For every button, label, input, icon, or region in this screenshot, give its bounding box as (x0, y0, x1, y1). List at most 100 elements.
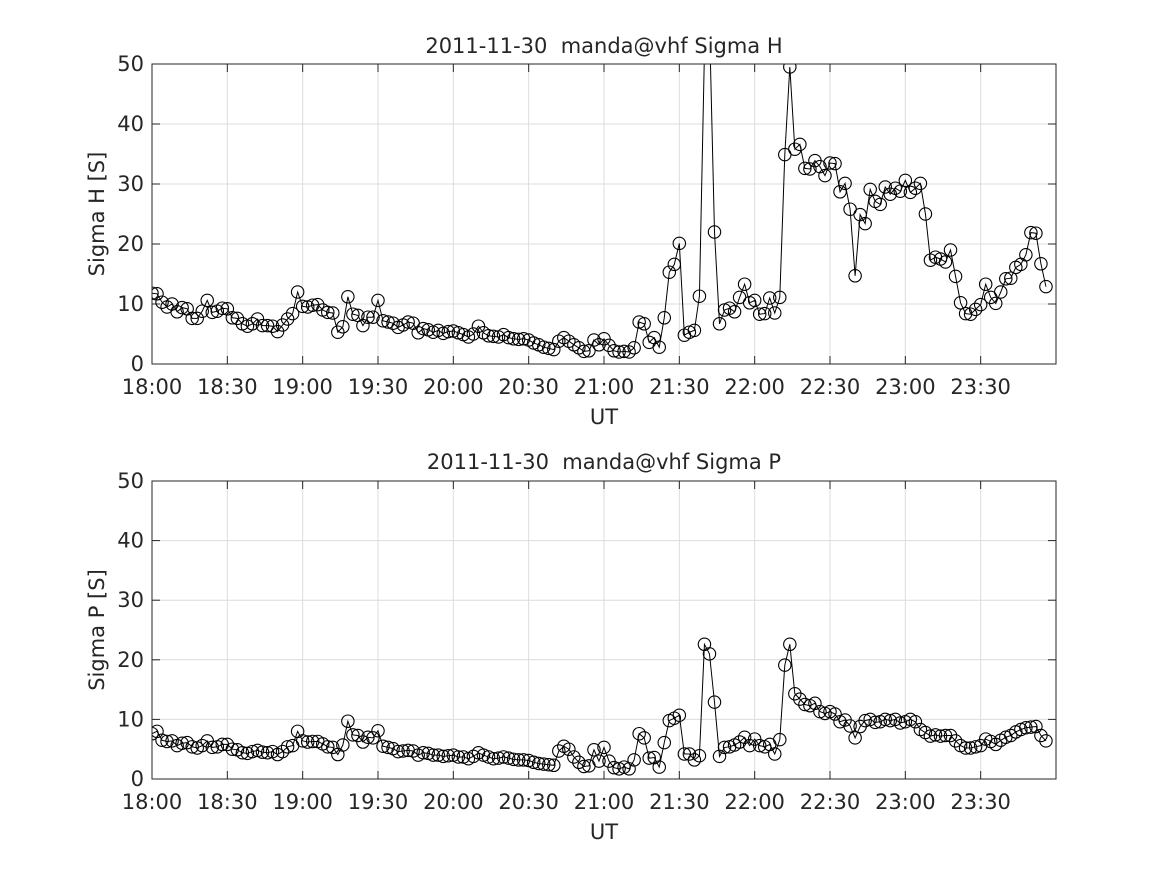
data-point (547, 758, 561, 773)
data-point (893, 716, 908, 730)
data-point (722, 301, 737, 315)
data-point (346, 307, 360, 321)
data-point (185, 740, 199, 754)
data-point (602, 338, 616, 353)
data-point (913, 176, 928, 191)
data-point (868, 715, 882, 730)
data-point (1024, 720, 1038, 734)
data-point (692, 289, 707, 303)
data-point (491, 751, 506, 765)
data-point (883, 713, 898, 728)
y-tick-label: 50 (117, 469, 144, 493)
data-point (747, 293, 762, 308)
data-point (441, 324, 456, 339)
data-point (783, 64, 797, 74)
data-point (617, 344, 631, 359)
x-tick-labels: 18:00 18:30 19:00 19:30 20:00 20:30 21:00 21:30… (122, 790, 1011, 814)
data-point (878, 712, 892, 727)
y-tick-label: 0 (131, 767, 144, 791)
data-point (672, 708, 687, 722)
data-point (341, 290, 355, 304)
chart-sigma-h: 18:00 18:30 19:00 19:30 20:00 20:30 21:00 21:30… (85, 16, 1057, 429)
y-tick-label: 40 (117, 529, 144, 553)
series-plot (152, 16, 1053, 359)
data-point (717, 740, 732, 755)
y-axis-label: Sigma P [S] (85, 569, 109, 691)
data-point (687, 323, 702, 338)
data-point (773, 290, 787, 305)
data-point (607, 344, 621, 358)
data-point (994, 285, 1008, 299)
data-point (396, 744, 410, 758)
data-point (506, 332, 521, 346)
x-axis-label: UT (590, 405, 618, 429)
data-point (798, 161, 812, 176)
data-point (215, 301, 230, 315)
data-point (260, 318, 275, 333)
data-point (632, 726, 646, 741)
data-point (536, 757, 551, 771)
data-point (401, 315, 415, 329)
data-point (536, 340, 551, 354)
data-point (572, 341, 586, 355)
chart-title: 2011-11-30 manda@vhf Sigma P (427, 450, 781, 474)
data-point (667, 257, 682, 272)
data-point (547, 342, 561, 357)
data-point (652, 760, 666, 774)
data-point (361, 730, 375, 745)
data-point (1029, 226, 1043, 240)
data-point (798, 697, 812, 712)
data-point (326, 306, 340, 320)
x-tick-label: 20:00 (423, 790, 484, 814)
data-point (466, 327, 481, 341)
data-point (858, 713, 872, 728)
data-point (622, 345, 636, 359)
x-tick-label: 19:30 (348, 790, 409, 814)
data-point (572, 755, 586, 770)
data-point (587, 743, 601, 757)
data-point (898, 173, 913, 188)
data-point (255, 318, 270, 333)
data-point (818, 168, 832, 183)
data-point (366, 310, 380, 324)
data-point (888, 712, 903, 727)
data-point (295, 734, 310, 748)
data-point (703, 16, 715, 28)
data-point (948, 269, 963, 284)
data-point (808, 696, 822, 711)
data-point (321, 305, 335, 320)
data-point (406, 744, 420, 758)
x-tick-label: 22:00 (724, 790, 785, 814)
data-point (336, 320, 350, 334)
data-point (702, 647, 717, 661)
data-point (175, 736, 189, 750)
data-point (828, 156, 842, 171)
series-plot (152, 637, 1053, 776)
data-point (833, 185, 847, 199)
data-point (577, 344, 591, 359)
data-point (732, 735, 747, 749)
data-point (185, 311, 199, 326)
data-point (737, 730, 752, 745)
data-point (356, 318, 370, 333)
data-point (155, 295, 169, 309)
data-point (1024, 225, 1038, 240)
data-point (436, 749, 451, 764)
data-point (878, 180, 892, 194)
x-tick-label: 18:00 (122, 375, 183, 399)
data-point (793, 692, 807, 706)
x-tick-label: 21:00 (574, 790, 635, 814)
data-point (1039, 279, 1053, 294)
y-tick-label: 50 (117, 52, 144, 76)
data-point (963, 307, 978, 321)
data-point (627, 341, 641, 355)
data-point (245, 317, 260, 331)
data-point (481, 329, 496, 343)
x-tick-label: 22:30 (800, 375, 861, 399)
data-point (511, 753, 526, 767)
data-point (958, 741, 973, 755)
data-point (426, 748, 440, 762)
data-point (152, 287, 164, 301)
data-point (657, 311, 672, 325)
